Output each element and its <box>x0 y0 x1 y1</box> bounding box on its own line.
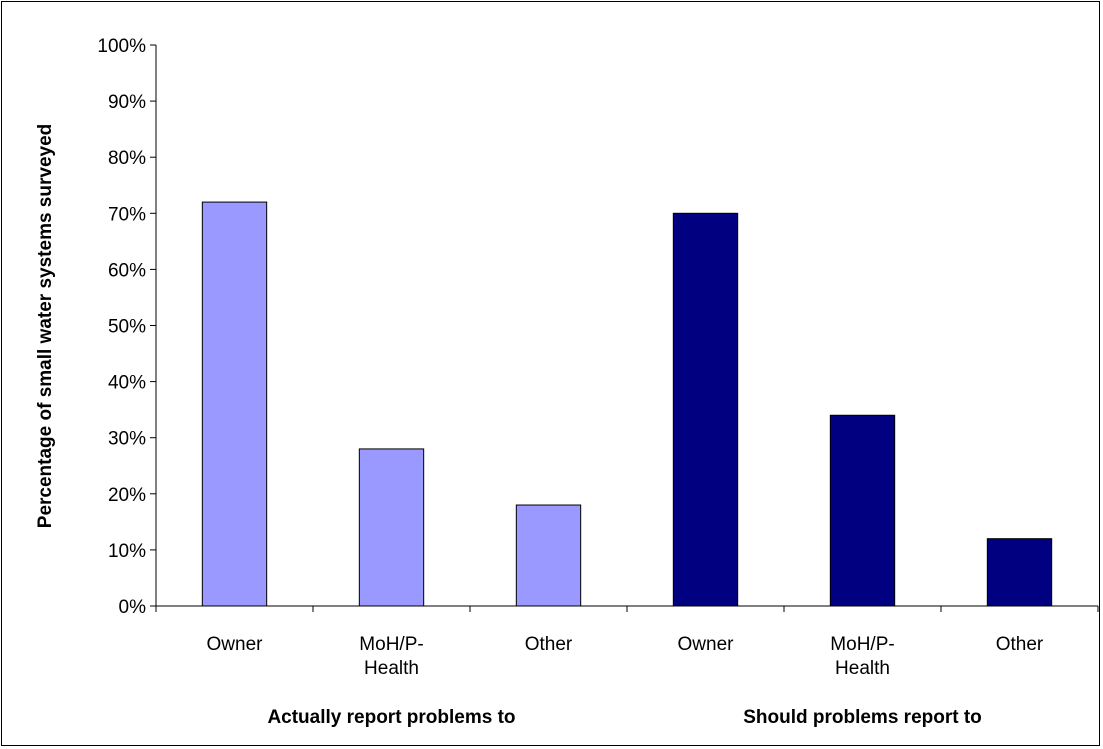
y-axis-label: Percentage of small water systems survey… <box>35 124 56 528</box>
bar <box>358 448 425 607</box>
y-tick-label: 40% <box>108 373 146 394</box>
y-tick-label: 20% <box>108 485 146 506</box>
group-label: Should problems report to <box>743 707 982 728</box>
x-category-label: Health <box>835 658 890 679</box>
y-tick-label: 60% <box>108 260 146 281</box>
y-tick-label: 30% <box>108 429 146 450</box>
y-tick-label: 80% <box>108 148 146 169</box>
y-tick-label: 100% <box>97 36 146 57</box>
x-category-label: MoH/P- <box>830 634 894 655</box>
bar <box>986 538 1053 607</box>
y-tick-label: 0% <box>119 597 147 618</box>
bar <box>515 504 582 607</box>
bar <box>201 201 268 607</box>
group-label: Actually report problems to <box>267 707 515 728</box>
x-category-label: Owner <box>207 634 264 655</box>
y-tick-label: 90% <box>108 92 146 113</box>
x-category-label: Other <box>996 634 1044 655</box>
x-category-label: MoH/P- <box>359 634 423 655</box>
y-tick-label: 50% <box>108 317 146 338</box>
x-category-label: Health <box>364 658 419 679</box>
x-category-label: Other <box>525 634 573 655</box>
y-tick-label: 70% <box>108 204 146 225</box>
plot-area: 0% 10% 20% 30% 40% 50% 60% 70% 80% 90% 100% Owner Mo… <box>97 36 1099 728</box>
x-category-label: Owner <box>678 634 735 655</box>
bar <box>672 212 739 607</box>
bar <box>829 414 896 607</box>
y-tick-label: 10% <box>108 541 146 562</box>
